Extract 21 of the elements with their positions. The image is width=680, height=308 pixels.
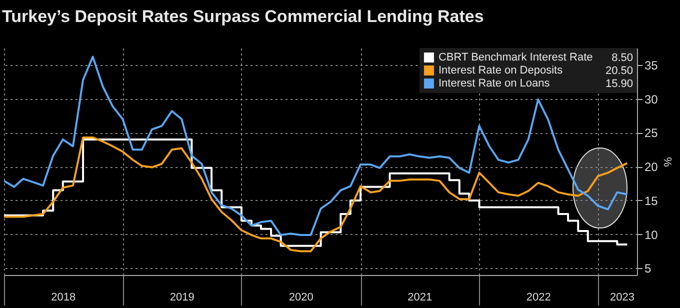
legend-label: CBRT Benchmark Interest Rate (438, 52, 593, 64)
annotation: 20.50 (605, 64, 633, 77)
x-tick-label: 2021 (408, 292, 432, 304)
legend-label: Interest Rate on Deposits (438, 64, 564, 76)
y2-tick-label: 10 (644, 228, 658, 242)
y2-axis-title: % (660, 157, 673, 168)
y2-tick-label: 25 (644, 126, 658, 140)
y2-tick-label: 15 (644, 194, 658, 208)
y2-tick-label: 30 (644, 92, 658, 106)
y2-tick-label: 35 (644, 58, 658, 72)
legend-label: Interest Rate on Loans (438, 78, 550, 90)
y2-tick-label: 20 (644, 160, 658, 174)
x-tick-label: 2019 (170, 292, 194, 304)
x-tick-label: 2018 (51, 292, 76, 304)
x-tick-label: 2020 (288, 292, 314, 304)
annotation: 8.50 (612, 52, 633, 64)
y2-tick-label: 5 (644, 262, 652, 276)
annotation: 15.90 (605, 78, 633, 90)
x-tick-label: 2023 (610, 292, 634, 304)
x-tick-label: 2022 (526, 292, 551, 304)
chart-title: Turkey’s Deposit Rates Surpass Commercial Lending Rates (2, 7, 484, 26)
